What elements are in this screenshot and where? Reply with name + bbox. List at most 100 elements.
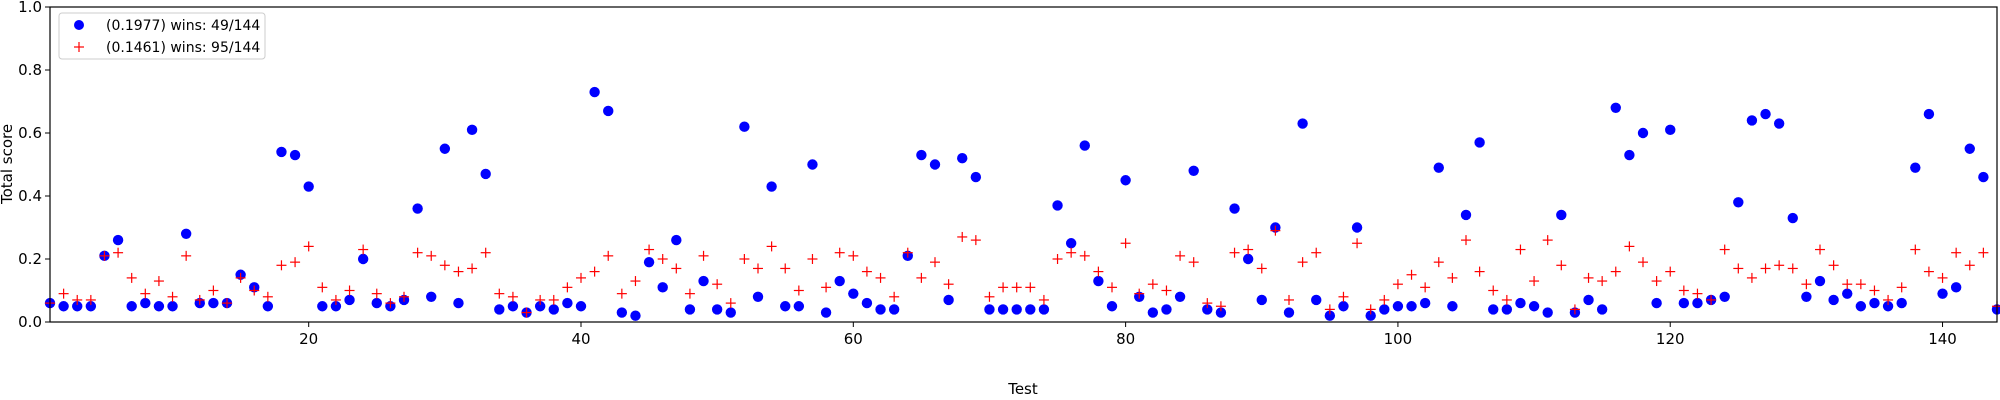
red-plus-point (153, 276, 164, 287)
red-plus-point (957, 231, 968, 242)
red-plus-point (85, 294, 96, 305)
red-plus-point (235, 272, 246, 283)
blue-point (1365, 310, 1376, 321)
red-plus-point (589, 266, 600, 277)
red-plus-point (1855, 279, 1866, 290)
red-plus-point (1488, 285, 1499, 296)
red-plus-point (194, 294, 205, 305)
red-plus-point (1923, 266, 1934, 277)
blue-point (439, 143, 451, 154)
red-plus-point (535, 294, 546, 305)
y-tick-label: 0.4 (18, 187, 42, 205)
blue-point (262, 301, 274, 312)
red-plus-point (262, 291, 273, 302)
blue-point (1488, 304, 1499, 315)
red-plus-point (1869, 285, 1880, 296)
blue-point (58, 301, 69, 312)
blue-point (1106, 301, 1118, 312)
red-plus-point (1501, 294, 1512, 305)
blue-point (1583, 294, 1594, 306)
x-axis-ticks: 20 40 60 80 100 120 140 (299, 322, 1957, 348)
blue-point (72, 301, 83, 312)
legend-plus-marker (74, 42, 84, 52)
red-plus-point (317, 282, 328, 293)
red-plus-point (99, 250, 110, 261)
red-plus-point (1052, 254, 1063, 264)
red-plus-point (1256, 263, 1267, 274)
blue-point (1202, 304, 1213, 315)
blue-point (1760, 108, 1771, 120)
red-plus-point (521, 307, 532, 318)
blue-point (643, 256, 655, 268)
blue-point (752, 291, 764, 302)
red-plus-point (1542, 235, 1553, 246)
red-plus-point (290, 257, 301, 268)
red-plus-point (222, 298, 232, 309)
red-plus-point (140, 288, 151, 299)
blue-point (1637, 127, 1649, 139)
red-plus-point (167, 291, 178, 302)
blue-point (1855, 301, 1867, 312)
blue-point (684, 304, 696, 315)
red-plus-point (1719, 244, 1730, 255)
blue-point (616, 307, 628, 318)
blue-point (698, 275, 709, 287)
blue-point (330, 301, 342, 312)
blue-point (1692, 297, 1703, 309)
red-plus-point (984, 291, 995, 302)
blue-point (1283, 307, 1295, 318)
blue-point (725, 307, 736, 318)
blue-point (1161, 304, 1172, 315)
blue-point (888, 304, 900, 315)
red-plus-point (1951, 247, 1962, 258)
red-plus-point (1774, 260, 1785, 271)
blue-point (1937, 288, 1948, 299)
blue-point (1814, 275, 1826, 287)
red-plus-point (1556, 260, 1567, 271)
red-plus-point (1324, 304, 1335, 315)
blue-point (426, 291, 437, 302)
red-plus-point (249, 285, 260, 296)
blue-point (494, 304, 505, 315)
red-plus-point (1202, 298, 1213, 309)
x-tick-label: 120 (1656, 330, 1685, 348)
blue-point (1950, 282, 1962, 293)
red-plus-point (1815, 244, 1825, 255)
blue-point (603, 105, 614, 117)
blue-point (85, 301, 97, 312)
blue-point (167, 301, 178, 312)
blue-point (1624, 149, 1635, 161)
red-plus-point (1760, 263, 1771, 274)
blue-point (1011, 304, 1022, 315)
red-plus-point (848, 250, 859, 261)
red-plus-point (439, 260, 450, 271)
blue-point (507, 301, 519, 312)
red-plus-point (1066, 247, 1077, 258)
red-plus-point (330, 294, 341, 305)
red-plus-point (671, 263, 682, 274)
y-tick-label: 0.2 (18, 250, 42, 268)
red-plus-point (399, 291, 409, 302)
blue-point (453, 297, 464, 309)
red-plus-point (780, 263, 791, 274)
plot-area-frame (49, 6, 1998, 323)
blue-point (780, 301, 791, 312)
red-plus-point (1569, 304, 1580, 315)
blue-point (276, 146, 287, 158)
blue-point (1215, 307, 1227, 318)
y-tick-label: 0.0 (18, 313, 42, 331)
red-plus-point (1515, 244, 1526, 255)
red-plus-point (1392, 279, 1403, 290)
blue-point (412, 203, 423, 214)
red-plus-point (712, 279, 723, 290)
blue-point (861, 297, 873, 309)
red-plus-point (1665, 266, 1676, 277)
red-plus-point (1270, 225, 1281, 236)
red-plus-point (1406, 269, 1417, 280)
red-plus-point (1447, 272, 1458, 283)
red-plus-point (1352, 238, 1363, 249)
blue-point (1869, 297, 1880, 309)
blue-point (357, 253, 369, 265)
blue-point (1093, 275, 1104, 287)
